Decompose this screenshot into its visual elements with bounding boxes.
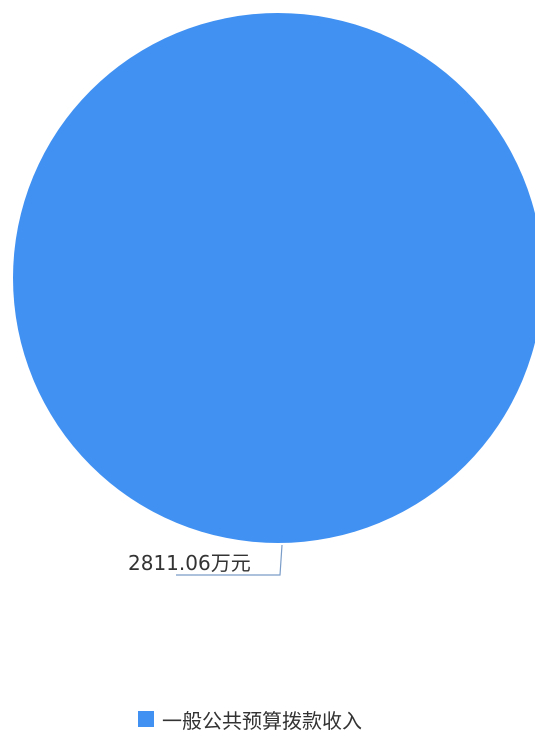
legend-label: 一般公共预算拨款收入 xyxy=(162,708,362,733)
legend: 一般公共预算拨款收入 xyxy=(138,706,362,733)
label-leader-line xyxy=(176,544,283,576)
pie-chart-plot: 2811.06万元 xyxy=(13,13,535,576)
pie-slice xyxy=(13,13,535,543)
pie-slice-label: 2811.06万元 xyxy=(128,551,251,575)
legend-swatch xyxy=(138,711,154,727)
